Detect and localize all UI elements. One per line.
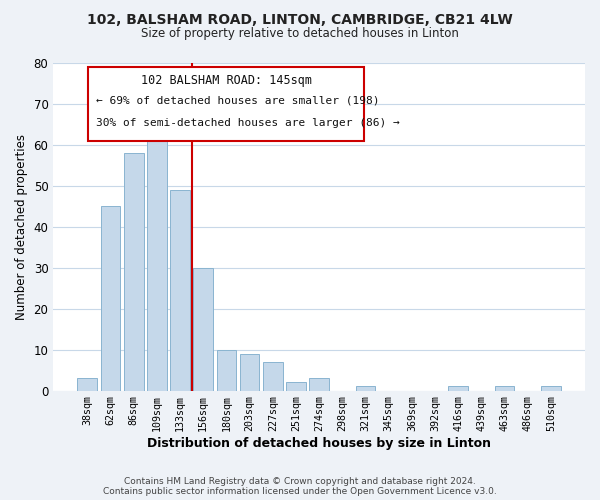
Bar [147, 120, 167, 390]
Bar [240, 354, 259, 391]
Bar [217, 350, 236, 391]
Bar [495, 386, 514, 390]
X-axis label: Distribution of detached houses by size in Linton: Distribution of detached houses by size … [147, 437, 491, 450]
Bar [356, 386, 376, 390]
Bar [309, 378, 329, 390]
Bar [263, 362, 283, 390]
Text: ← 69% of detached houses are smaller (198): ← 69% of detached houses are smaller (19… [96, 96, 379, 106]
Text: Contains HM Land Registry data © Crown copyright and database right 2024.: Contains HM Land Registry data © Crown c… [124, 477, 476, 486]
Text: 30% of semi-detached houses are larger (86) →: 30% of semi-detached houses are larger (… [96, 118, 400, 128]
Bar [101, 206, 121, 390]
Y-axis label: Number of detached properties: Number of detached properties [15, 134, 28, 320]
Text: 102 BALSHAM ROAD: 145sqm: 102 BALSHAM ROAD: 145sqm [140, 74, 311, 87]
Bar [541, 386, 561, 390]
Bar [77, 378, 97, 390]
Text: Contains public sector information licensed under the Open Government Licence v3: Contains public sector information licen… [103, 487, 497, 496]
Bar [448, 386, 468, 390]
Bar [124, 152, 143, 390]
Bar [286, 382, 306, 390]
Bar [193, 268, 213, 390]
Text: Size of property relative to detached houses in Linton: Size of property relative to detached ho… [141, 28, 459, 40]
Text: 102, BALSHAM ROAD, LINTON, CAMBRIDGE, CB21 4LW: 102, BALSHAM ROAD, LINTON, CAMBRIDGE, CB… [87, 12, 513, 26]
Bar [170, 190, 190, 390]
FancyBboxPatch shape [88, 68, 364, 141]
